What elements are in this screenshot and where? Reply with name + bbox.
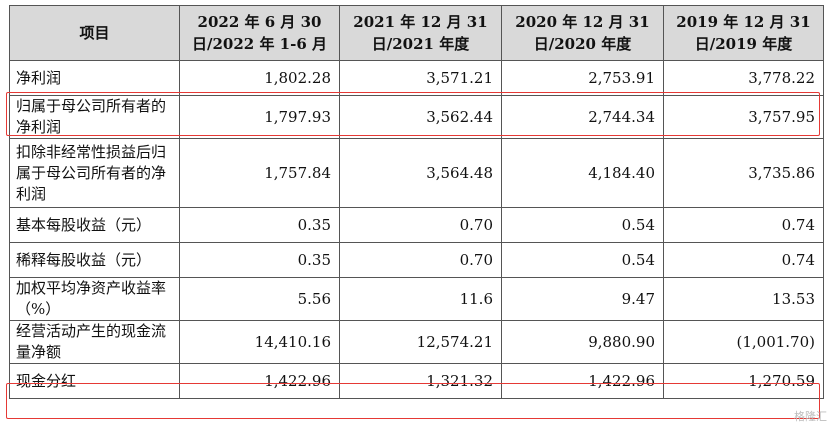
cell-value: 0.70 <box>339 242 502 278</box>
cell-value: 0.74 <box>663 207 824 243</box>
table-row: 稀释每股收益（元） 0.35 0.70 0.54 0.74 <box>9 242 824 278</box>
cell-value: (1,001.70) <box>663 320 824 364</box>
cell-value: 14,410.16 <box>179 320 340 364</box>
table-row: 扣除非经常性损益后归属于母公司所有者的净利润 1,757.84 3,564.48… <box>9 138 824 208</box>
cell-value: 1,797.93 <box>179 95 340 139</box>
row-label: 扣除非经常性损益后归属于母公司所有者的净利润 <box>9 138 180 208</box>
cell-value: 0.35 <box>179 242 340 278</box>
cell-value: 3,562.44 <box>339 95 502 139</box>
cell-value: 1,802.28 <box>179 60 340 96</box>
cell-value: 5.56 <box>179 277 340 321</box>
table-row: 加权平均净资产收益率（%） 5.56 11.6 9.47 13.53 <box>9 277 824 321</box>
row-label: 经营活动产生的现金流量净额 <box>9 320 180 364</box>
table-row: 基本每股收益（元） 0.35 0.70 0.54 0.74 <box>9 207 824 243</box>
header-col-2022: 2022 年 6 月 30 日/2022 年 1-6 月 <box>179 5 340 61</box>
cell-value: 2,744.34 <box>501 95 664 139</box>
cell-value: 9,880.90 <box>501 320 664 364</box>
financial-table: 项目 2022 年 6 月 30 日/2022 年 1-6 月 2021 年 12… <box>9 5 824 399</box>
cell-value: 1,757.84 <box>179 138 340 208</box>
header-col-2021: 2021 年 12 月 31 日/2021 年度 <box>339 5 502 61</box>
cell-value: 1,270.59 <box>663 363 824 399</box>
row-label: 现金分红 <box>9 363 180 399</box>
cell-value: 9.47 <box>501 277 664 321</box>
row-label: 基本每股收益（元） <box>9 207 180 243</box>
table-row: 现金分红 1,422.96 1,321.32 1,422.96 1,270.59 <box>9 363 824 399</box>
cell-value: 3,757.95 <box>663 95 824 139</box>
table-row: 归属于母公司所有者的净利润 1,797.93 3,562.44 2,744.34… <box>9 95 824 139</box>
row-label: 净利润 <box>9 60 180 96</box>
cell-value: 1,321.32 <box>339 363 502 399</box>
cell-value: 3,571.21 <box>339 60 502 96</box>
header-row: 项目 2022 年 6 月 30 日/2022 年 1-6 月 2021 年 12… <box>9 5 824 61</box>
cell-value: 3,564.48 <box>339 138 502 208</box>
row-label: 归属于母公司所有者的净利润 <box>9 95 180 139</box>
cell-value: 0.74 <box>663 242 824 278</box>
header-col-2019: 2019 年 12 月 31 日/2019 年度 <box>663 5 824 61</box>
cell-value: 3,735.86 <box>663 138 824 208</box>
cell-value: 3,778.22 <box>663 60 824 96</box>
cell-value: 0.70 <box>339 207 502 243</box>
cell-value: 0.54 <box>501 242 664 278</box>
row-label: 加权平均净资产收益率（%） <box>9 277 180 321</box>
cell-value: 1,422.96 <box>501 363 664 399</box>
cell-value: 0.54 <box>501 207 664 243</box>
table-row: 净利润 1,802.28 3,571.21 2,753.91 3,778.22 <box>9 60 824 96</box>
cell-value: 1,422.96 <box>179 363 340 399</box>
cell-value: 13.53 <box>663 277 824 321</box>
cell-value: 0.35 <box>179 207 340 243</box>
table-row: 经营活动产生的现金流量净额 14,410.16 12,574.21 9,880.… <box>9 320 824 364</box>
row-label: 稀释每股收益（元） <box>9 242 180 278</box>
cell-value: 12,574.21 <box>339 320 502 364</box>
watermark-logo: 格隆汇 <box>794 410 827 423</box>
header-item: 项目 <box>9 5 180 61</box>
cell-value: 4,184.40 <box>501 138 664 208</box>
cell-value: 11.6 <box>339 277 502 321</box>
cell-value: 2,753.91 <box>501 60 664 96</box>
header-col-2020: 2020 年 12 月 31 日/2020 年度 <box>501 5 664 61</box>
